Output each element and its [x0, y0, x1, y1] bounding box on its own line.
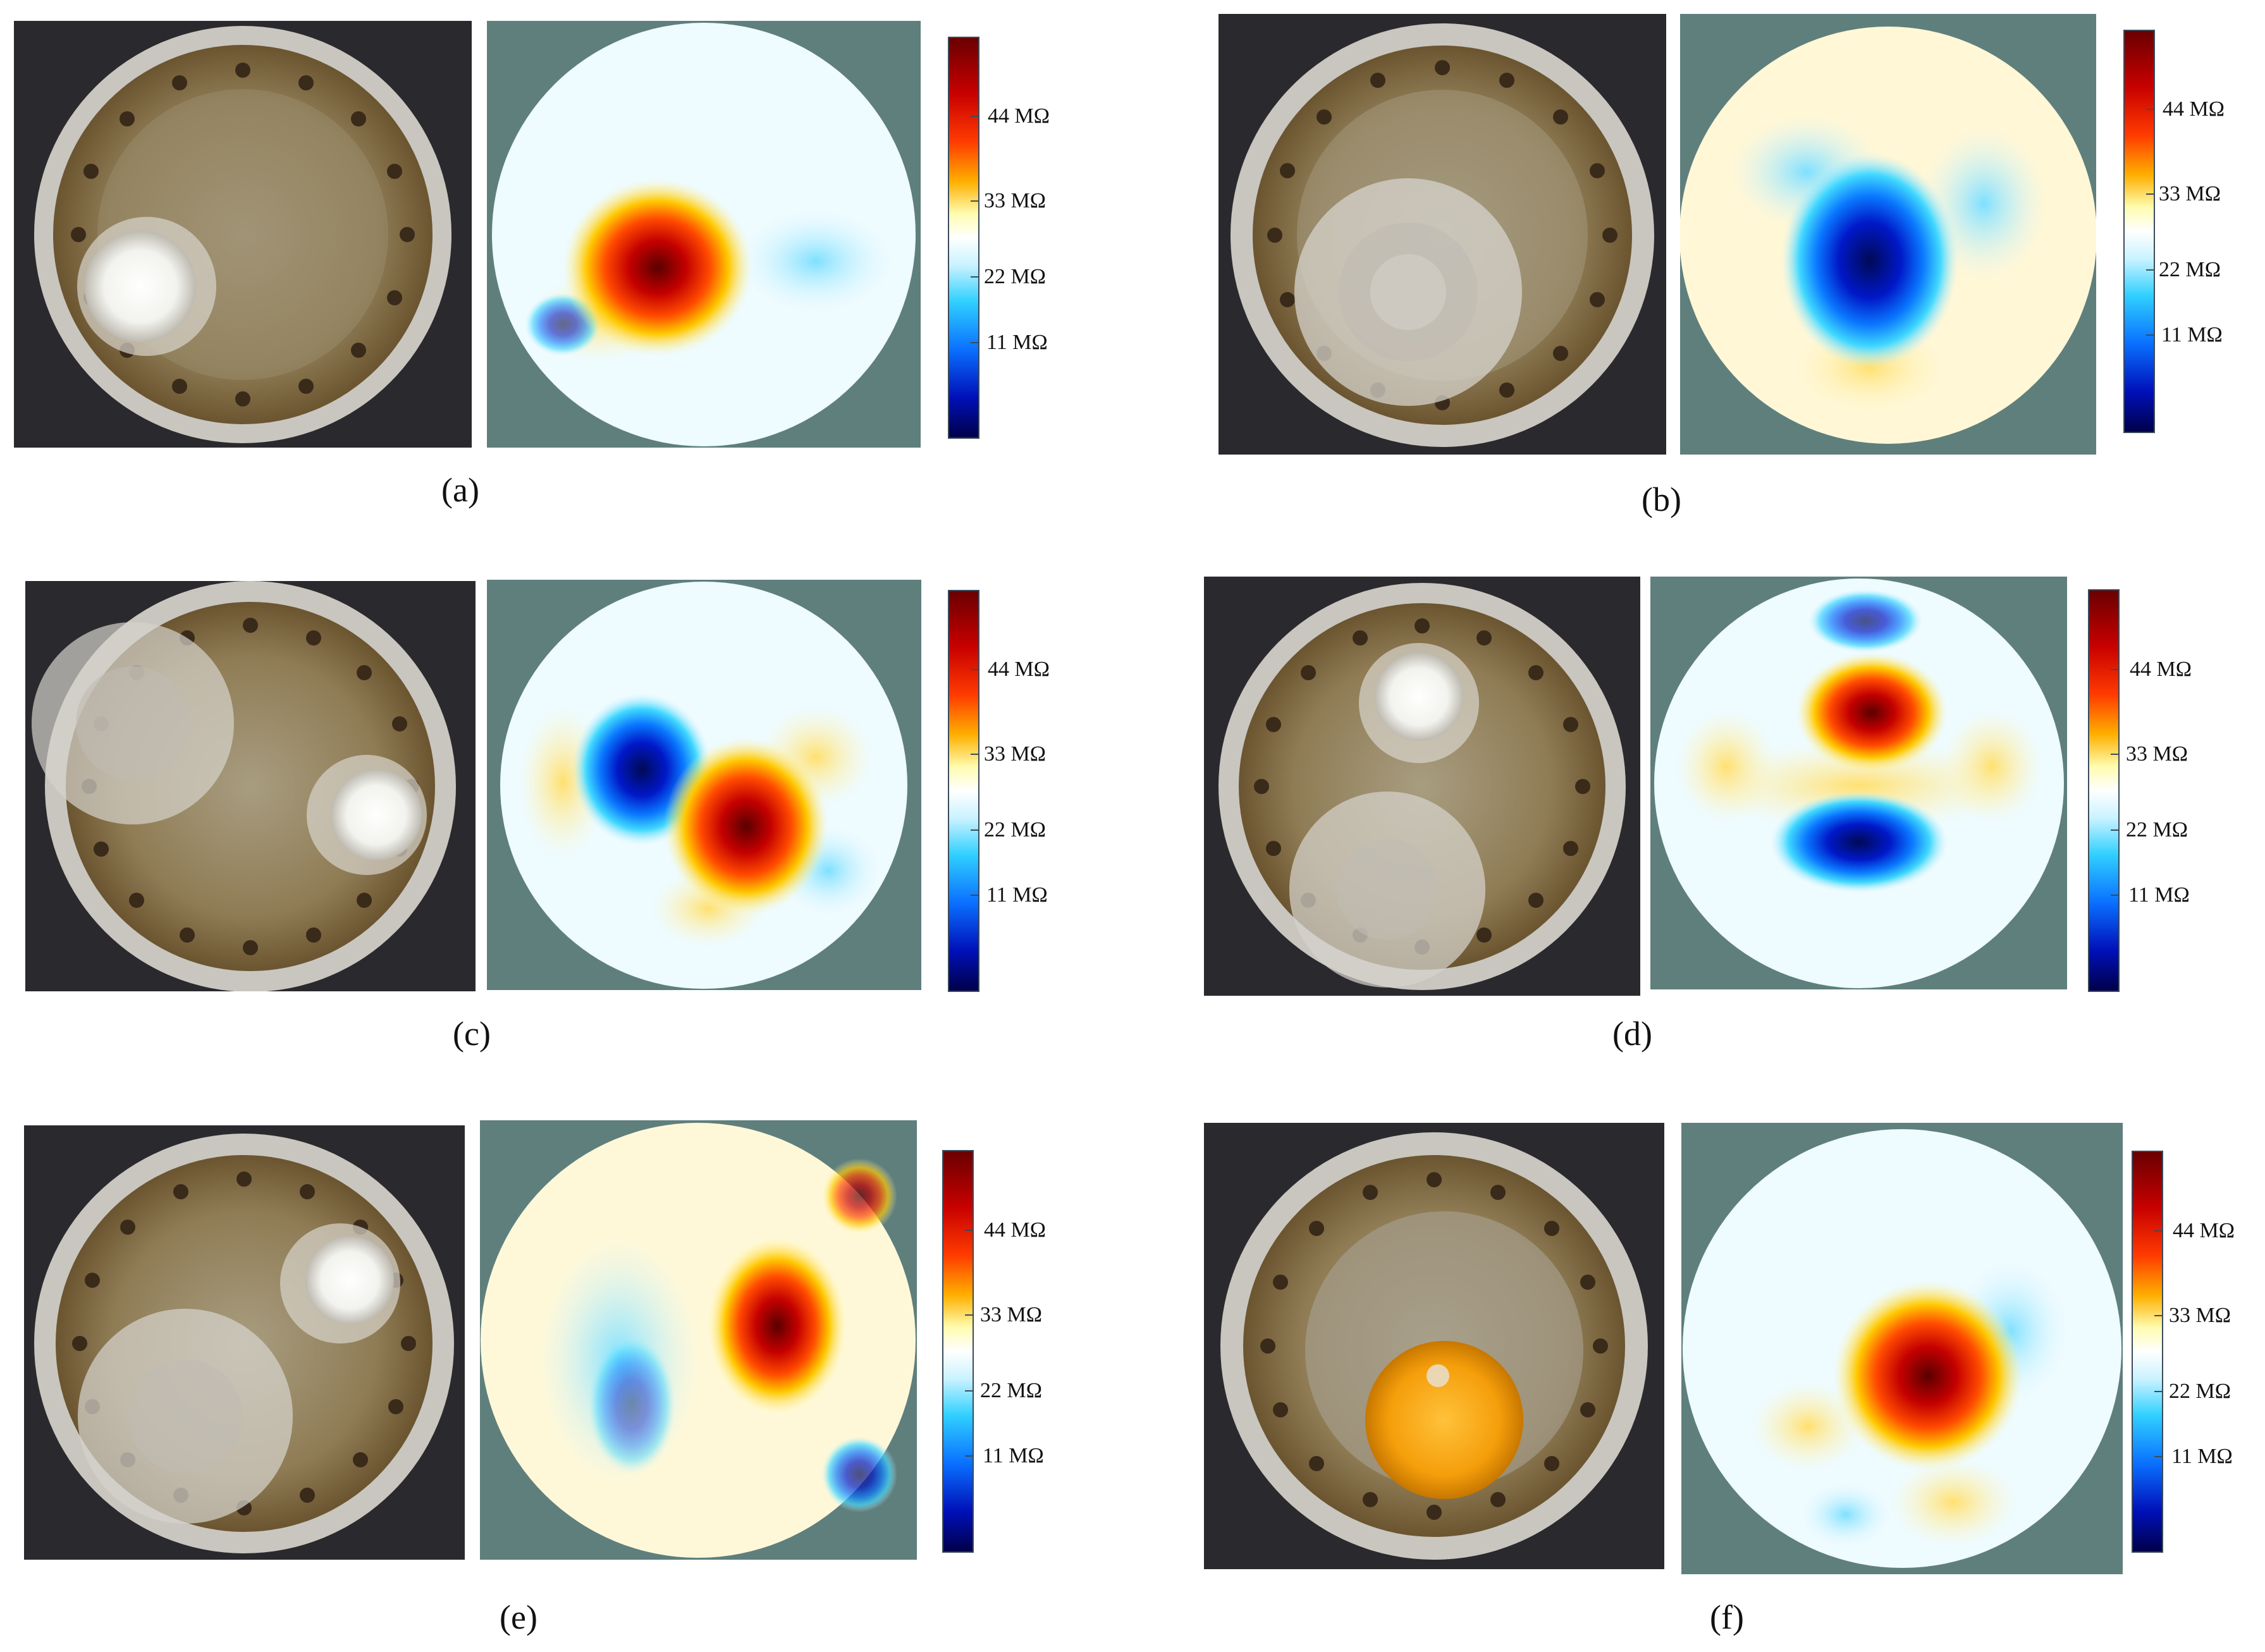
panel-f-cb-44: 44 MΩ: [2173, 1219, 2235, 1242]
panel-f-cb-22: 22 MΩ: [2169, 1380, 2231, 1403]
panel-b-caption: (b): [1642, 480, 1681, 518]
high-anomaly: [1796, 652, 1948, 773]
low-anomaly: [1771, 792, 1948, 893]
panel-b-cb-22: 22 MΩ: [2159, 258, 2221, 281]
panel-e-heatmap: [480, 1120, 917, 1560]
panel-e-cb-44: 44 MΩ: [984, 1218, 1046, 1242]
high-anomaly: [563, 179, 752, 356]
panel-a-cb-44: 44 MΩ: [988, 104, 1050, 128]
panel-c-photo: [25, 581, 476, 991]
panel-a-caption: (a): [441, 471, 479, 509]
panel-a-cb-33: 33 MΩ: [984, 189, 1046, 212]
panel-c-cb-22: 22 MΩ: [984, 818, 1046, 841]
white-bottle: [1375, 652, 1463, 741]
low-anomaly: [1781, 153, 1958, 368]
white-bottle: [85, 231, 196, 342]
panel-b-cb-11: 11 MΩ: [2161, 323, 2223, 346]
high-anomaly: [664, 738, 828, 915]
panel-c-cb-44: 44 MΩ: [988, 658, 1050, 681]
panel-a-photo: [14, 21, 472, 448]
panel-d-cb-44: 44 MΩ: [2130, 658, 2192, 681]
panel-c-cb-11: 11 MΩ: [986, 883, 1048, 907]
panel-e-cb-33: 33 MΩ: [980, 1303, 1042, 1326]
panel-d-cb-33: 33 MΩ: [2126, 742, 2188, 766]
panel-e-cb-11: 11 MΩ: [983, 1444, 1044, 1467]
panel-d-cb-22: 22 MΩ: [2126, 818, 2188, 841]
orange: [1365, 1341, 1523, 1499]
panel-a-cb-11: 11 MΩ: [986, 331, 1048, 354]
panel-b-photo: [1218, 14, 1666, 455]
panel-d-caption: (d): [1612, 1015, 1652, 1053]
panel-e-photo: [24, 1125, 465, 1560]
panel-b-cb-33: 33 MΩ: [2159, 182, 2221, 205]
panel-b-cb-44: 44 MΩ: [2163, 97, 2225, 121]
white-bottle: [305, 1236, 394, 1325]
panel-c-caption: (c): [453, 1015, 491, 1053]
panel-a-colorbar: [948, 37, 979, 439]
panel-f-cb-33: 33 MΩ: [2169, 1304, 2231, 1327]
high-anomaly: [1833, 1281, 2023, 1471]
panel-f-photo: [1204, 1123, 1664, 1569]
panel-d-colorbar: [2088, 589, 2120, 992]
panel-c-cb-33: 33 MΩ: [984, 742, 1046, 766]
panel-e-cb-22: 22 MΩ: [980, 1379, 1042, 1402]
panel-f-cb-11: 11 MΩ: [2171, 1445, 2233, 1468]
panel-c-colorbar: [948, 590, 979, 992]
panel-d-cb-11: 11 MΩ: [2128, 883, 2190, 907]
panel-e-caption: (e): [500, 1598, 537, 1636]
panel-d-heatmap: [1650, 577, 2067, 989]
panel-b-colorbar: [2123, 30, 2155, 433]
white-bottle: [331, 769, 422, 860]
panel-f-caption: (f): [1710, 1598, 1744, 1636]
panel-a-heatmap: [487, 21, 921, 448]
panel-b-heatmap: [1680, 14, 2096, 455]
panel-e-colorbar: [942, 1150, 974, 1553]
panel-f-heatmap: [1681, 1123, 2123, 1574]
panel-c-heatmap: [487, 580, 921, 990]
panel-a-cb-22: 22 MΩ: [984, 265, 1046, 288]
panel-d-photo: [1204, 577, 1640, 996]
panel-f-colorbar: [2132, 1151, 2163, 1553]
high-anomaly: [708, 1237, 847, 1414]
